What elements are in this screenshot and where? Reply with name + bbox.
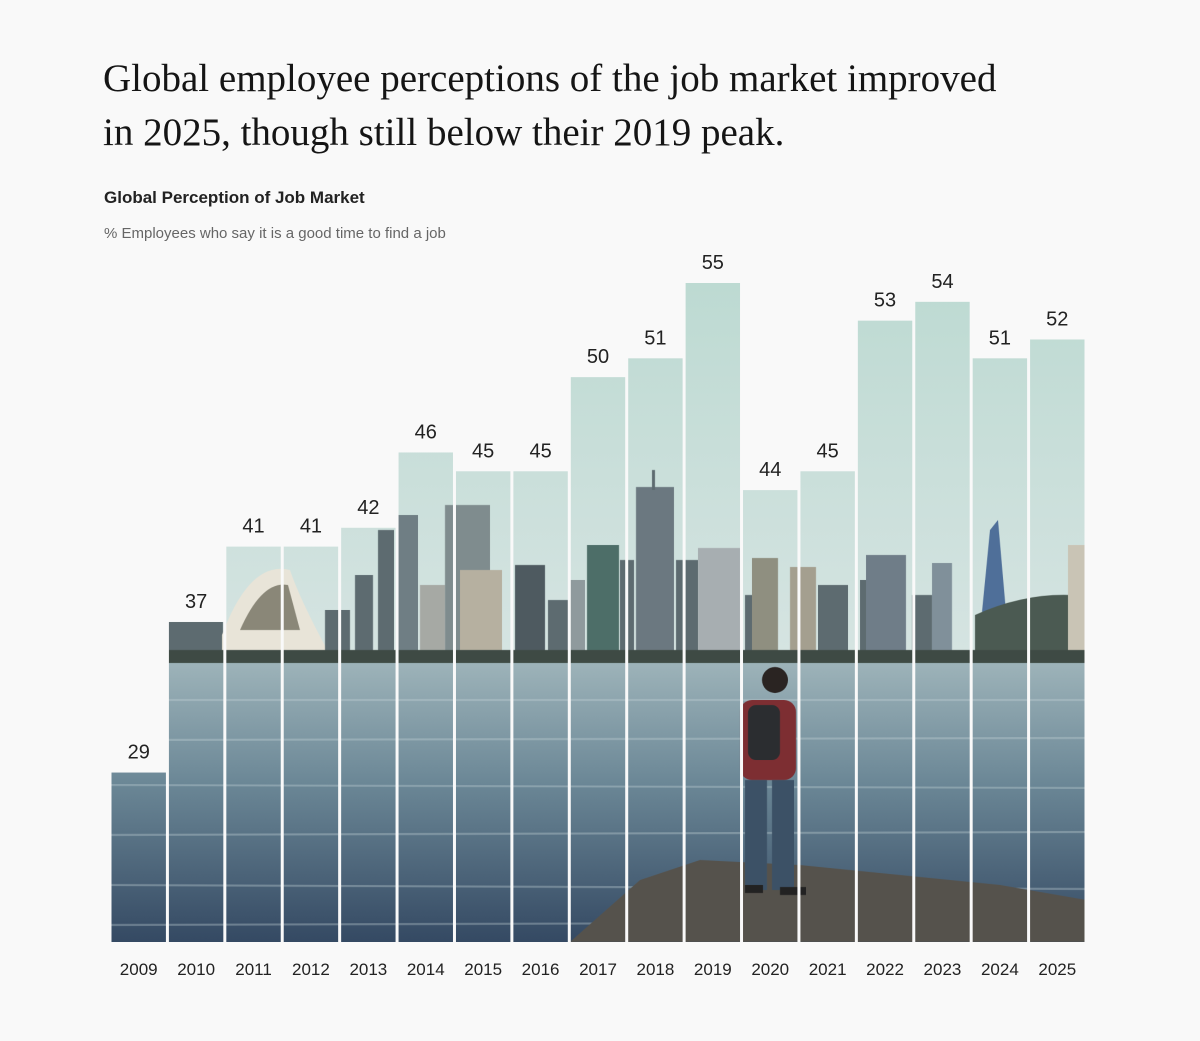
x-tick-label: 2014 [407, 960, 445, 979]
bar [628, 358, 683, 942]
x-tick-label: 2015 [464, 960, 502, 979]
x-tick-label: 2009 [120, 960, 158, 979]
x-tick-label: 2016 [522, 960, 560, 979]
x-tick-label: 2021 [809, 960, 847, 979]
data-label: 51 [644, 327, 666, 349]
data-label: 51 [989, 327, 1011, 349]
bar [743, 490, 798, 942]
data-label: 46 [415, 421, 437, 443]
data-label: 45 [817, 440, 839, 462]
data-label: 44 [759, 459, 781, 481]
data-label: 41 [300, 516, 322, 538]
data-label: 45 [472, 440, 494, 462]
x-tick-label: 2025 [1038, 960, 1076, 979]
x-tick-label: 2018 [636, 960, 674, 979]
data-label: 52 [1046, 308, 1068, 330]
chart-subtitle: Global Perception of Job Market [104, 188, 365, 207]
bar [857, 320, 913, 943]
bar [398, 452, 453, 942]
x-tick-label: 2013 [349, 960, 387, 979]
data-label: 29 [128, 742, 150, 764]
bar [915, 301, 970, 942]
x-tick-label: 2012 [292, 960, 330, 979]
y-axis-label: % Employees who say it is a good time to… [104, 225, 446, 242]
x-tick-label: 2010 [177, 960, 215, 979]
x-tick-label: 2022 [866, 960, 904, 979]
bar [972, 358, 1028, 942]
x-tick-label: 2011 [235, 960, 272, 979]
x-tick-label: 2024 [981, 960, 1019, 979]
data-label: 55 [702, 252, 724, 274]
bar [513, 471, 568, 942]
data-label: 53 [874, 290, 896, 312]
data-label: 37 [185, 591, 207, 613]
bar [800, 471, 855, 942]
data-label: 42 [357, 497, 379, 519]
bar [283, 546, 339, 942]
bar [685, 283, 741, 942]
bar [1030, 339, 1085, 942]
bar [168, 621, 224, 942]
x-tick-label: 2023 [924, 960, 962, 979]
data-label: 54 [931, 271, 953, 293]
chart-title: Global employee perceptions of the job m… [103, 57, 997, 100]
data-label: 45 [529, 440, 551, 462]
data-label: 41 [242, 516, 264, 538]
chart-title: in 2025, though still below their 2019 p… [103, 111, 784, 154]
bar [226, 546, 281, 942]
x-tick-label: 2019 [694, 960, 732, 979]
bar [570, 377, 626, 943]
data-label: 50 [587, 346, 609, 368]
x-tick-label: 2017 [579, 960, 617, 979]
bar [111, 772, 166, 942]
x-tick-label: 2020 [751, 960, 789, 979]
bar [455, 471, 511, 942]
bar [341, 527, 396, 942]
